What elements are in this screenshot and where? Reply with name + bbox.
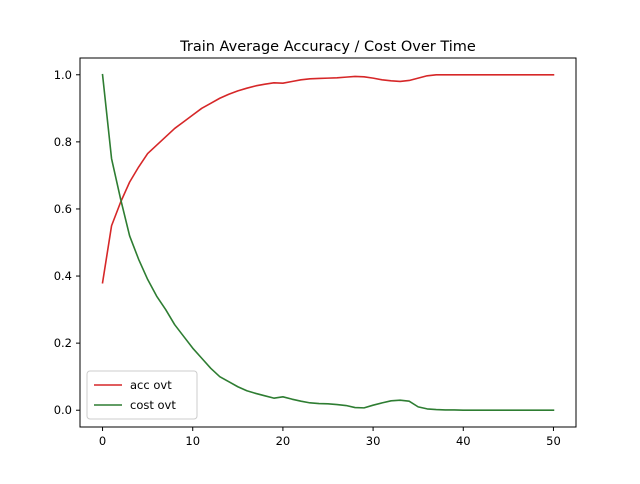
x-tick-label: 40: [456, 434, 471, 448]
y-tick-label: 0.2: [54, 336, 72, 350]
y-tick-label: 0.6: [54, 202, 72, 216]
x-tick-label: 50: [546, 434, 561, 448]
y-tick-label: 0.8: [54, 135, 72, 149]
series-line-acc-ovt: [101, 73, 555, 284]
series-layer: [101, 73, 555, 412]
y-tick-label: 0.0: [54, 403, 72, 417]
legend-box: [86, 370, 198, 420]
y-axis: 0.0 0.2 0.4 0.6 0.8 1.0: [54, 68, 80, 417]
y-tick-label: 0.4: [54, 269, 72, 283]
x-tick-label: 0: [99, 434, 106, 448]
plot-area-frame: [79, 57, 577, 428]
y-tick-label: 1.0: [54, 68, 72, 82]
x-tick-label: 10: [185, 434, 200, 448]
legend: acc ovt cost ovt: [86, 370, 198, 420]
legend-label: cost ovt: [130, 398, 176, 412]
x-tick-label: 30: [366, 434, 381, 448]
chart-title: Train Average Accuracy / Cost Over Time: [179, 39, 476, 55]
series-line-cost-ovt: [101, 73, 555, 412]
x-axis: 0 10 20 30 40 50: [99, 427, 561, 448]
x-tick-label: 20: [276, 434, 291, 448]
legend-label: acc ovt: [130, 378, 172, 392]
